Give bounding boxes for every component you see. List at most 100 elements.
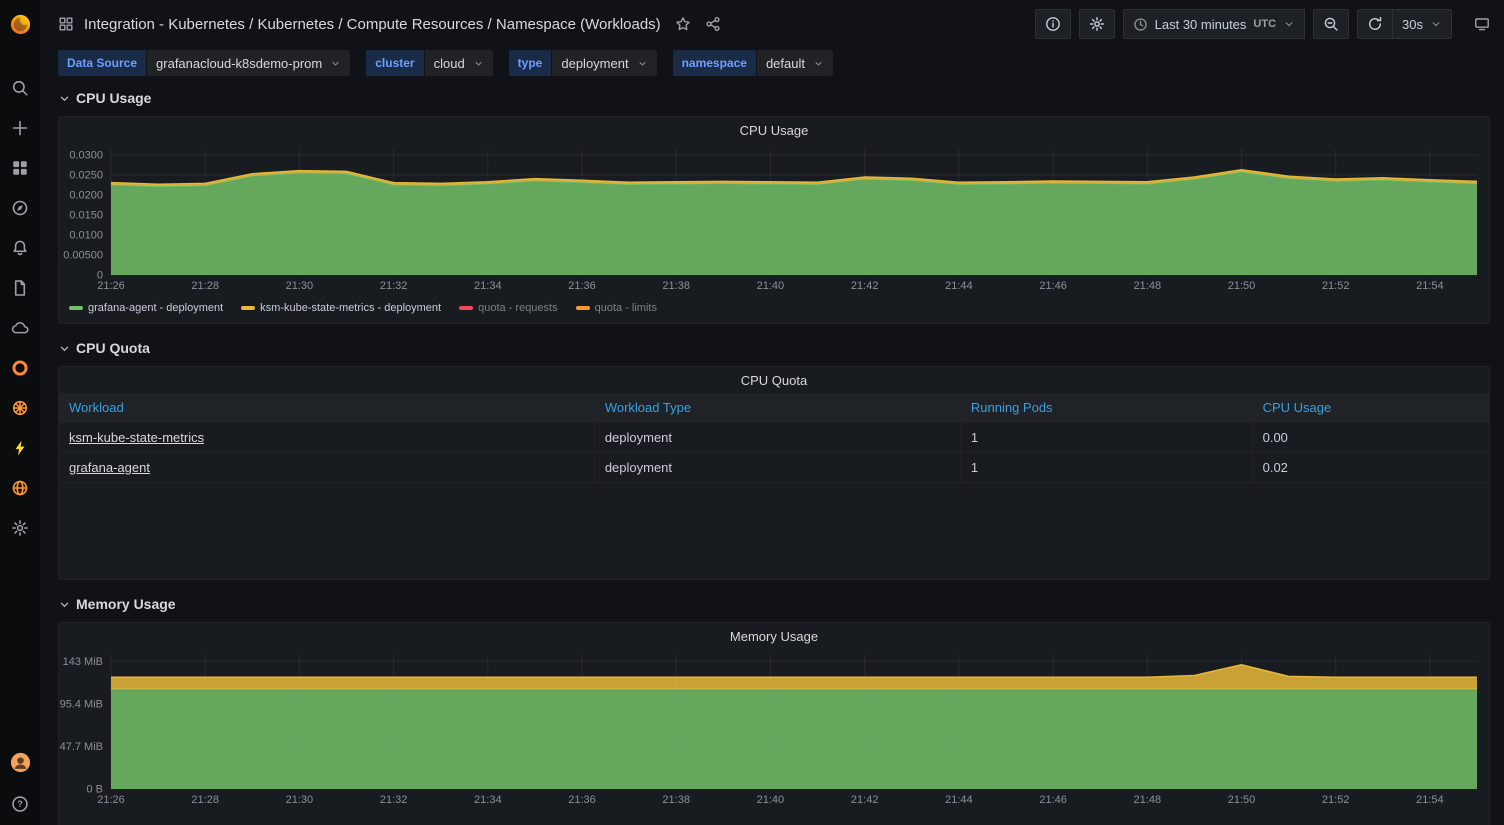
snapshots-icon[interactable] — [0, 268, 40, 308]
svg-text:21:48: 21:48 — [1134, 794, 1162, 806]
table-cell: grafana-agent — [59, 453, 594, 482]
variable-value-dropdown[interactable]: deployment — [552, 50, 657, 76]
refresh-interval-picker[interactable]: 30s — [1393, 9, 1452, 39]
template-variables-bar: Data Source grafanacloud-k8sdemo-prom clus… — [40, 48, 1504, 84]
variable-label: Data Source — [58, 50, 147, 76]
variable-namespace: namespace default — [672, 50, 833, 76]
cloud-icon[interactable] — [0, 308, 40, 348]
section-memory-usage[interactable]: Memory Usage — [58, 592, 1486, 616]
search-icon[interactable] — [0, 68, 40, 108]
svg-text:21:44: 21:44 — [945, 280, 973, 292]
svg-text:?: ? — [17, 799, 23, 809]
svg-text:21:50: 21:50 — [1228, 794, 1256, 806]
svg-text:21:52: 21:52 — [1322, 794, 1350, 806]
table-row: grafana-agent deployment 1 0.02 — [59, 453, 1489, 483]
svg-text:143 MiB: 143 MiB — [63, 656, 103, 668]
section-cpu-quota[interactable]: CPU Quota — [58, 336, 1486, 360]
grafana-logo[interactable] — [0, 4, 40, 44]
legend-color-swatch — [575, 306, 590, 310]
configuration-icon[interactable] — [0, 508, 40, 548]
table-cell: ksm-kube-state-metrics — [59, 423, 594, 452]
svg-text:21:44: 21:44 — [945, 794, 973, 806]
panel-title[interactable]: CPU Quota — [740, 372, 808, 388]
memory-usage-chart[interactable]: 0 B 47.7 MiB 95.4 MiB 143 MiB 21:26 21:28 21:3… — [59, 649, 1489, 809]
user-avatar[interactable] — [0, 741, 40, 783]
dashboards-icon[interactable] — [0, 148, 40, 188]
clock-icon — [1133, 17, 1148, 32]
star-icon[interactable] — [675, 16, 691, 32]
variable-value-dropdown[interactable]: cloud — [424, 50, 493, 76]
column-header-running-pods[interactable]: Running Pods — [959, 393, 1252, 422]
table-header-row: Workload Workload Type Running Pods CPU Usa… — [59, 393, 1489, 423]
toolbar: Last 30 minutes UTC 30s — [1034, 9, 1490, 39]
variable-value-dropdown[interactable]: grafanacloud-k8sdemo-prom — [147, 50, 351, 76]
sidebar: ? — [0, 0, 40, 825]
explore-icon[interactable] — [0, 188, 40, 228]
section-cpu-usage[interactable]: CPU Usage — [58, 86, 1486, 110]
svg-text:21:30: 21:30 — [286, 794, 314, 806]
refresh-button[interactable] — [1357, 9, 1394, 39]
legend-color-swatch — [459, 306, 474, 310]
time-range-label: Last 30 minutes — [1154, 16, 1247, 32]
share-icon[interactable] — [705, 16, 721, 32]
main-content: Integration - Kubernetes / Kubernetes / … — [40, 0, 1504, 825]
panel-title[interactable]: Memory Usage — [729, 628, 819, 644]
zoom-out-button[interactable] — [1313, 9, 1350, 39]
chart-svg: 0 0.00500 0.0100 0.0150 0.0200 0.0250 0.0300 21… — [63, 149, 1478, 292]
workload-link[interactable]: ksm-kube-state-metrics — [69, 430, 205, 445]
svg-text:0.0100: 0.0100 — [69, 230, 103, 242]
table-cell: deployment — [593, 453, 960, 482]
variable-value-dropdown[interactable]: default — [756, 50, 833, 76]
section-title: CPU Usage — [76, 90, 152, 106]
svg-text:21:46: 21:46 — [1039, 280, 1067, 292]
svg-text:21:32: 21:32 — [380, 280, 408, 292]
table-cell: 1 — [959, 453, 1252, 482]
svg-text:21:42: 21:42 — [851, 794, 879, 806]
create-icon[interactable] — [0, 108, 40, 148]
section-title: CPU Quota — [76, 340, 150, 356]
info-button[interactable] — [1034, 9, 1071, 39]
dashboard-settings-button[interactable] — [1078, 9, 1115, 39]
lightning-icon[interactable] — [0, 428, 40, 468]
column-header-cpu-usage[interactable]: CPU Usage — [1251, 393, 1489, 422]
svg-text:21:30: 21:30 — [286, 280, 314, 292]
column-header-workload-type[interactable]: Workload Type — [593, 393, 960, 422]
time-range-picker[interactable]: Last 30 minutes UTC — [1122, 9, 1306, 39]
breadcrumb[interactable]: Integration - Kubernetes / Kubernetes / … — [84, 15, 661, 33]
table-cell: deployment — [593, 423, 960, 452]
variable-label: type — [508, 50, 552, 76]
apps-grid-icon — [58, 16, 74, 32]
svg-text:95.4 MiB: 95.4 MiB — [60, 698, 103, 710]
svg-text:21:54: 21:54 — [1416, 794, 1444, 806]
chevron-down-icon — [813, 58, 824, 69]
svg-text:21:54: 21:54 — [1416, 280, 1444, 292]
globe-icon[interactable] — [0, 468, 40, 508]
column-header-workload[interactable]: Workload — [69, 400, 124, 415]
svg-text:21:26: 21:26 — [97, 794, 125, 806]
timezone-label: UTC — [1253, 18, 1277, 30]
svg-text:21:52: 21:52 — [1322, 280, 1350, 292]
legend-item[interactable]: ksm-kube-state-metrics - deployment — [241, 302, 441, 314]
legend-item[interactable]: quota - requests — [459, 302, 558, 314]
chevron-down-icon — [330, 58, 341, 69]
section-title: Memory Usage — [76, 596, 176, 612]
chevron-down-icon — [637, 58, 648, 69]
legend-color-swatch — [69, 306, 83, 310]
legend-item[interactable]: grafana-agent - deployment — [69, 302, 223, 314]
svg-text:21:48: 21:48 — [1134, 280, 1162, 292]
help-icon[interactable]: ? — [0, 783, 40, 825]
cycle-view-icon[interactable] — [1474, 16, 1490, 32]
legend-item[interactable]: quota - limits — [575, 302, 657, 314]
chevron-down-icon — [1430, 18, 1442, 30]
svg-text:21:50: 21:50 — [1228, 280, 1256, 292]
alerting-icon[interactable] — [0, 228, 40, 268]
cpu-quota-table: Workload Workload Type Running Pods CPU Usa… — [59, 393, 1489, 483]
app-plugin-1-icon[interactable] — [0, 348, 40, 388]
cpu-quota-panel: CPU Quota Workload Workload Type Running P… — [58, 366, 1490, 580]
app-plugin-2-icon[interactable] — [0, 388, 40, 428]
panel-title[interactable]: CPU Usage — [739, 122, 809, 138]
cpu-usage-chart[interactable]: 0 0.00500 0.0100 0.0150 0.0200 0.0250 0.0300 21… — [59, 143, 1489, 295]
legend-label: quota - limits — [594, 302, 657, 314]
workload-link[interactable]: grafana-agent — [69, 460, 150, 475]
legend-label: ksm-kube-state-metrics - deployment — [260, 302, 442, 314]
